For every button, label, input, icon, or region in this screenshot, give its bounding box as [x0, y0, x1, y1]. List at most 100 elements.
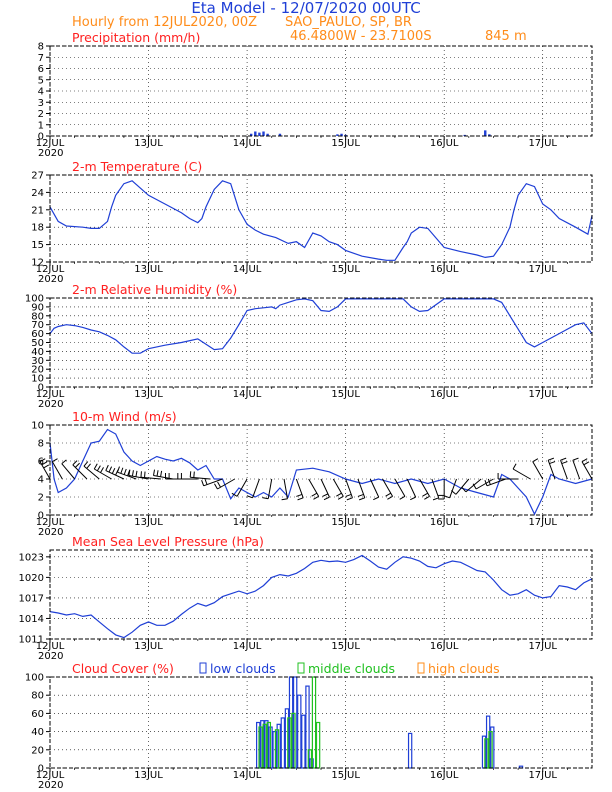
panel-title: Mean Sea Level Pressure (hPa) [72, 534, 264, 549]
y-tick-label: 50 [31, 338, 44, 349]
legend-swatch [417, 662, 425, 674]
chart-title: Eta Model - 12/07/2020 00UTC [191, 0, 420, 17]
y-tick-label: 20 [31, 745, 44, 756]
wind-barb-flag [75, 462, 80, 468]
cloud-bar [305, 685, 310, 769]
wind-barb-flag [262, 497, 269, 500]
wind-barb-flag [311, 492, 318, 497]
year-label: 2020 [38, 780, 63, 791]
x-tick-label: 16JUL [430, 264, 459, 275]
wind-barb-flag [461, 486, 467, 493]
wind-barb-flag [422, 492, 428, 497]
wind-barb [83, 465, 100, 480]
wind-barb-flag [337, 495, 344, 500]
wind-barb [382, 478, 394, 497]
y-tick-label: 0 [38, 764, 44, 775]
x-tick-label: 15JUL [331, 138, 360, 149]
y-tick-label: 7 [38, 53, 44, 64]
x-tick-label: 17JUL [528, 389, 557, 400]
wind-barb-flag [135, 470, 138, 477]
coordinates-label: 46.4800W - 23.7100S [290, 29, 432, 44]
wind-barb [94, 468, 112, 480]
wind-barb-flag [217, 481, 222, 488]
wind-barb-flag [201, 480, 205, 487]
y-tick-label: 30 [31, 356, 44, 367]
year-label: 2020 [38, 527, 63, 538]
wind-barb [39, 461, 51, 480]
y-tick-label: 80 [31, 691, 44, 702]
wind-barb-flag [549, 461, 556, 465]
cloud-bar [315, 721, 321, 769]
wind-barb-flag [144, 471, 146, 478]
wind-barb-flag [532, 458, 539, 463]
panel-2: 12 15 18 21 24 27 12JUL 13JUL 14JUL 15JUL 16JUL 17J… [31, 159, 593, 285]
wind-barb-flag [322, 493, 329, 497]
wind-barb [320, 478, 330, 498]
panel-title: 10-m Wind (m/s) [72, 409, 177, 424]
y-tick-label: 100 [25, 294, 44, 305]
series-line [49, 180, 593, 261]
hourly-subtitle: Hourly from 12JUL2020, 00Z [72, 15, 257, 30]
x-tick-label: 17JUL [528, 517, 557, 528]
wind-barb-flag [204, 478, 208, 485]
x-tick-label: 13JUL [134, 641, 163, 652]
x-tick-label: 17JUL [528, 641, 557, 652]
x-tick-label: 17JUL [528, 264, 557, 275]
wind-barb-flag [160, 470, 163, 477]
y-tick-label: 40 [31, 727, 44, 738]
y-tick-label: 21 [31, 205, 44, 216]
panel-frame [49, 297, 593, 388]
wind-barb-flag [111, 467, 116, 474]
wind-barb-flag [156, 470, 159, 477]
precip-bar [278, 133, 282, 136]
wind-barb-flag [43, 464, 50, 469]
y-tick-label: 100 [25, 673, 44, 684]
y-tick-label: 2 [38, 109, 44, 120]
wind-barb-flag [246, 495, 253, 499]
wind-barb-flag [323, 496, 330, 501]
y-tick-label: 3 [38, 98, 44, 109]
panel-frame [49, 676, 593, 769]
wind-barb-flag [152, 469, 156, 476]
x-tick-label: 12JUL [36, 641, 65, 652]
y-tick-label: 70 [31, 320, 44, 331]
wind-barb [406, 478, 417, 498]
y-tick-label: 1020 [19, 573, 44, 584]
y-tick-label: 4 [38, 87, 44, 98]
x-tick-label: 16JUL [430, 641, 459, 652]
wind-barb-flag [443, 495, 450, 499]
wind-barb-flag [83, 461, 89, 467]
wind-barb-flag [358, 497, 365, 501]
wind-barb-flag [39, 458, 46, 463]
y-tick-label: 27 [31, 171, 44, 182]
cloud-bar [258, 726, 263, 769]
y-tick-label: 6 [38, 457, 44, 468]
x-tick-label: 15JUL [331, 641, 360, 652]
x-tick-label: 17JUL [528, 138, 557, 149]
precip-bar [336, 134, 339, 136]
wind-barb-flag [93, 463, 98, 470]
x-tick-label: 14JUL [233, 389, 262, 400]
wind-barb [581, 461, 593, 480]
wind-barb-flag [512, 463, 517, 470]
series-line [49, 298, 593, 354]
y-tick-label: 5 [38, 75, 44, 86]
wind-barb-flag [297, 497, 304, 501]
precip-bar [254, 131, 257, 136]
legend-swatch [199, 662, 207, 674]
legend-label: low clouds [210, 661, 276, 676]
x-tick-label: 14JUL [233, 770, 262, 781]
y-tick-label: 20 [31, 365, 44, 376]
wind-barb [449, 478, 457, 498]
wind-barb-flag [120, 467, 124, 474]
wind-barb-flag [399, 495, 406, 500]
wind-barb [283, 478, 289, 499]
panel-frame [49, 45, 593, 137]
panel-5: 1011 1014 1017 1020 1023 12JUL 13JUL 14JUL 15JUL… [19, 534, 593, 662]
elevation-label: 845 m [485, 29, 527, 44]
year-label: 2020 [38, 148, 63, 159]
wind-barb [532, 461, 544, 480]
wind-barb [128, 475, 149, 480]
